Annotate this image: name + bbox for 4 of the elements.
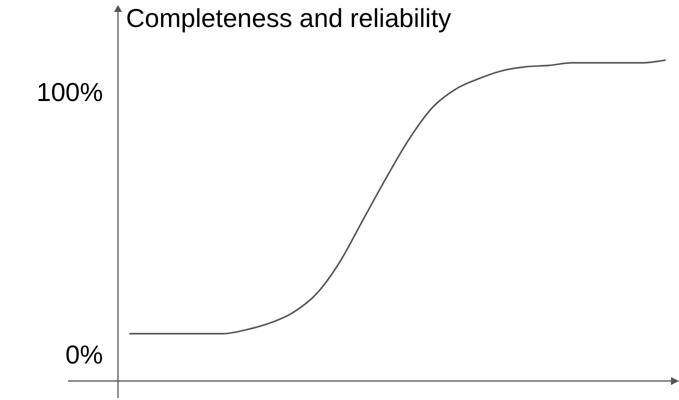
chart-title: Completeness and reliability: [126, 3, 452, 33]
y-tick-label: 0%: [65, 340, 103, 370]
y-tick-label: 100%: [36, 76, 103, 107]
line-series: [129, 59, 666, 334]
